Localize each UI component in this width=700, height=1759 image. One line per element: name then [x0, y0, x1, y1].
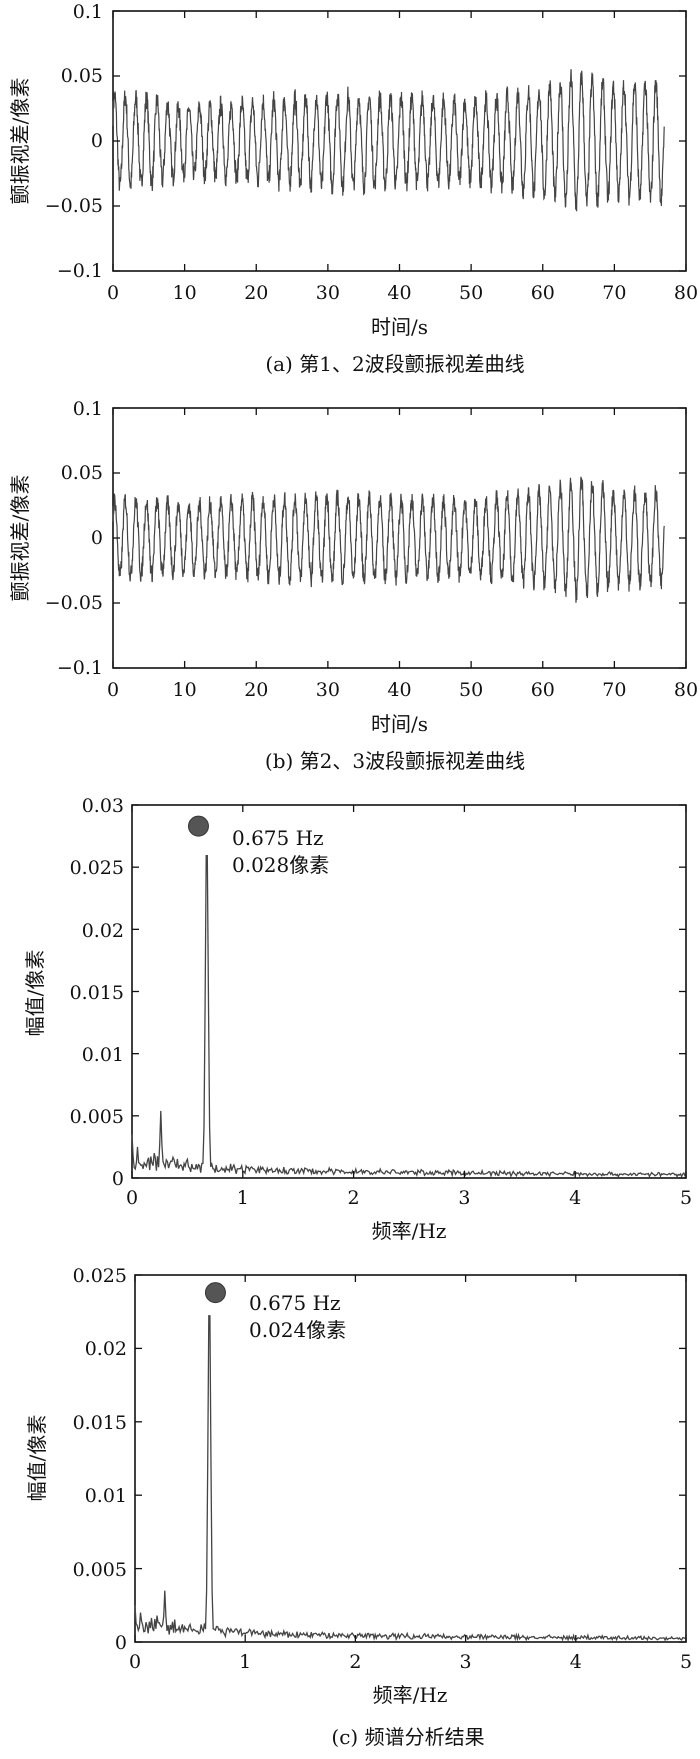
xtick-label-c1-0: 0	[126, 1187, 138, 1209]
caption-c: (c) 频谱分析结果	[331, 1725, 484, 1749]
ytick-label-c1-6: 0.03	[82, 795, 124, 817]
xtick-label-a-4: 40	[387, 282, 411, 304]
xtick-label-c2-3: 3	[460, 1651, 472, 1673]
ytick-label-c2-5: 0.025	[73, 1265, 127, 1287]
xtick-label-b-7: 70	[602, 679, 626, 701]
series-line-c2	[134, 1315, 687, 1642]
series-line-c1	[131, 855, 687, 1179]
axis-ticks-b	[112, 407, 687, 669]
ytick-label-a-2: 0	[91, 130, 103, 152]
ytick-label-c1-0: 0	[112, 1168, 124, 1190]
ytick-label-c1-3: 0.015	[70, 982, 124, 1004]
chart-b: 0 10 20 30 40 50 60 70 80 −0.1 −0.05 0 0…	[8, 398, 698, 773]
xtick-label-a-8: 80	[674, 282, 698, 304]
xtick-label-b-0: 0	[107, 679, 119, 701]
ytick-label-b-2: 0	[91, 527, 103, 549]
ytick-label-c1-2: 0.01	[82, 1044, 124, 1066]
xtick-label-c1-4: 4	[569, 1187, 581, 1209]
ytick-label-c2-0: 0	[115, 1632, 127, 1654]
plot-frame-c1	[131, 804, 687, 1179]
ytick-label-a-1: −0.05	[45, 195, 103, 217]
y-axis-label-c1: 幅值/像素	[23, 950, 47, 1037]
series-line-a	[112, 69, 665, 212]
chart-c2: 0.675 Hz 0.024像素 0 1 2 3 4 5 0 0.005 0.0…	[25, 1265, 692, 1749]
ytick-label-c2-4: 0.02	[85, 1338, 127, 1360]
y-axis-label-b: 颤振视差/像素	[8, 475, 32, 602]
x-axis-label-b: 时间/s	[371, 712, 428, 736]
axis-ticks-c1	[131, 804, 687, 1179]
ytick-label-c2-1: 0.005	[73, 1559, 127, 1581]
xtick-label-b-4: 40	[387, 679, 411, 701]
xtick-label-c2-1: 1	[239, 1651, 251, 1673]
caption-b: (b) 第2、3波段颤振视差曲线	[265, 749, 525, 773]
xtick-label-c1-1: 1	[237, 1187, 249, 1209]
y-axis-label-a: 颤振视差/像素	[8, 78, 32, 205]
chart-c1: 0.675 Hz 0.028像素 0 1 2 3 4 5 0 0.005 0.0…	[23, 795, 692, 1243]
xtick-label-a-0: 0	[107, 282, 119, 304]
ytick-label-b-4: 0.1	[73, 398, 103, 420]
xtick-label-a-3: 30	[316, 282, 340, 304]
chart-a: 0 10 20 30 40 50 60 70 80 −0.1 −0.05 0 0…	[8, 1, 698, 376]
xtick-label-c2-0: 0	[129, 1651, 141, 1673]
peak-annotation-freq-c2: 0.675 Hz	[249, 1291, 341, 1315]
xtick-label-a-6: 60	[531, 282, 555, 304]
xtick-label-c1-5: 5	[680, 1187, 692, 1209]
xtick-label-a-2: 20	[244, 282, 268, 304]
peak-annotation-amp-c1: 0.028像素	[232, 853, 329, 877]
series-line-b	[112, 476, 665, 603]
axis-ticks-c2	[134, 1274, 687, 1643]
ytick-label-c2-3: 0.015	[73, 1412, 127, 1434]
ytick-label-a-4: 0.1	[73, 1, 103, 23]
xtick-label-a-5: 50	[459, 282, 483, 304]
peak-annotation-amp-c2: 0.024像素	[249, 1318, 346, 1342]
peak-marker-c1	[187, 815, 209, 837]
ytick-label-a-3: 0.05	[61, 65, 103, 87]
ytick-label-c1-5: 0.025	[70, 857, 124, 879]
xtick-label-c1-2: 2	[348, 1187, 360, 1209]
ytick-label-c1-1: 0.005	[70, 1106, 124, 1128]
ytick-label-c2-2: 0.01	[85, 1485, 127, 1507]
xtick-label-b-3: 30	[316, 679, 340, 701]
y-axis-label-c2: 幅值/像素	[25, 1415, 49, 1502]
ytick-label-b-0: −0.1	[57, 657, 103, 679]
x-axis-label-c1: 频率/Hz	[372, 1219, 447, 1243]
xtick-label-a-1: 10	[173, 282, 197, 304]
xtick-label-a-7: 70	[602, 282, 626, 304]
peak-marker-c2	[204, 1282, 226, 1304]
xtick-label-c2-2: 2	[349, 1651, 361, 1673]
peak-annotation-freq-c1: 0.675 Hz	[232, 826, 324, 850]
xtick-label-c2-4: 4	[570, 1651, 582, 1673]
x-axis-label-a: 时间/s	[371, 315, 428, 339]
xtick-label-b-1: 10	[173, 679, 197, 701]
plot-frame-c2	[134, 1274, 687, 1643]
x-axis-label-c2: 频率/Hz	[373, 1683, 448, 1707]
ytick-label-c1-4: 0.02	[82, 920, 124, 942]
xtick-label-b-6: 60	[531, 679, 555, 701]
xtick-label-b-8: 80	[674, 679, 698, 701]
ytick-label-a-0: −0.1	[57, 260, 103, 282]
axis-ticks-a	[112, 10, 687, 272]
caption-a: (a) 第1、2波段颤振视差曲线	[265, 352, 524, 376]
ytick-label-b-1: −0.05	[45, 592, 103, 614]
xtick-label-c2-5: 5	[680, 1651, 692, 1673]
xtick-label-b-2: 20	[244, 679, 268, 701]
xtick-label-b-5: 50	[459, 679, 483, 701]
xtick-label-c1-3: 3	[458, 1187, 470, 1209]
ytick-label-b-3: 0.05	[61, 462, 103, 484]
